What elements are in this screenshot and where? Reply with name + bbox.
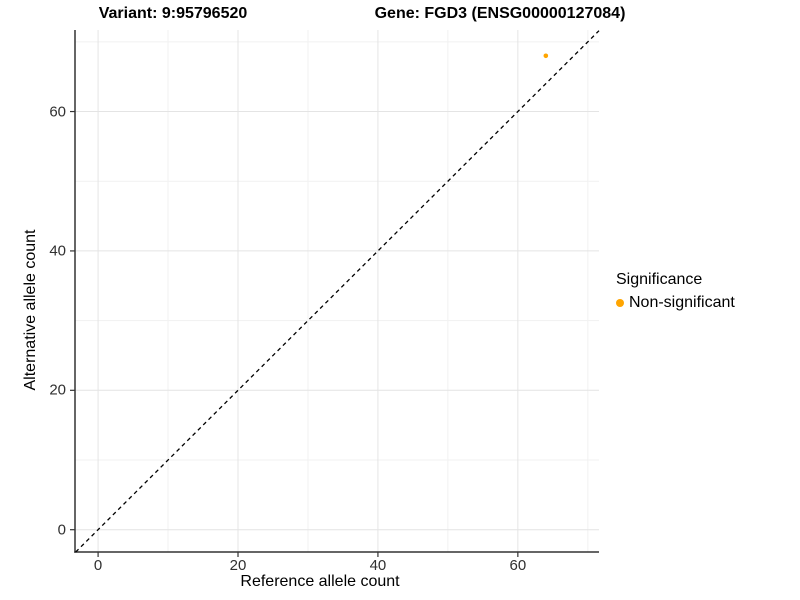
legend-point-icon: [616, 299, 624, 307]
x-tick-label: 0: [93, 557, 103, 574]
x-tick-label: 20: [229, 557, 247, 574]
identity-dashed-line: [75, 30, 600, 553]
x-tick-label: 60: [509, 557, 527, 574]
legend-items: Non-significant: [616, 294, 735, 312]
x-tick-label: 40: [369, 557, 387, 574]
gene-title: Gene: FGD3 (ENSG00000127084): [374, 5, 626, 22]
y-tick-label: 60: [49, 103, 66, 121]
legend-item: Non-significant: [616, 294, 735, 312]
variant-title: Variant: 9:95796520: [98, 5, 248, 22]
data-point: [543, 53, 549, 59]
legend: Significance Non-significant: [616, 271, 735, 312]
x-axis-title: Reference allele count: [240, 573, 400, 590]
legend-title: Significance: [616, 271, 703, 288]
legend-label: Non-significant: [629, 294, 735, 311]
y-tick-label: 20: [49, 381, 66, 399]
y-tick-label: 40: [49, 242, 66, 260]
y-tick-label: 0: [57, 521, 66, 539]
